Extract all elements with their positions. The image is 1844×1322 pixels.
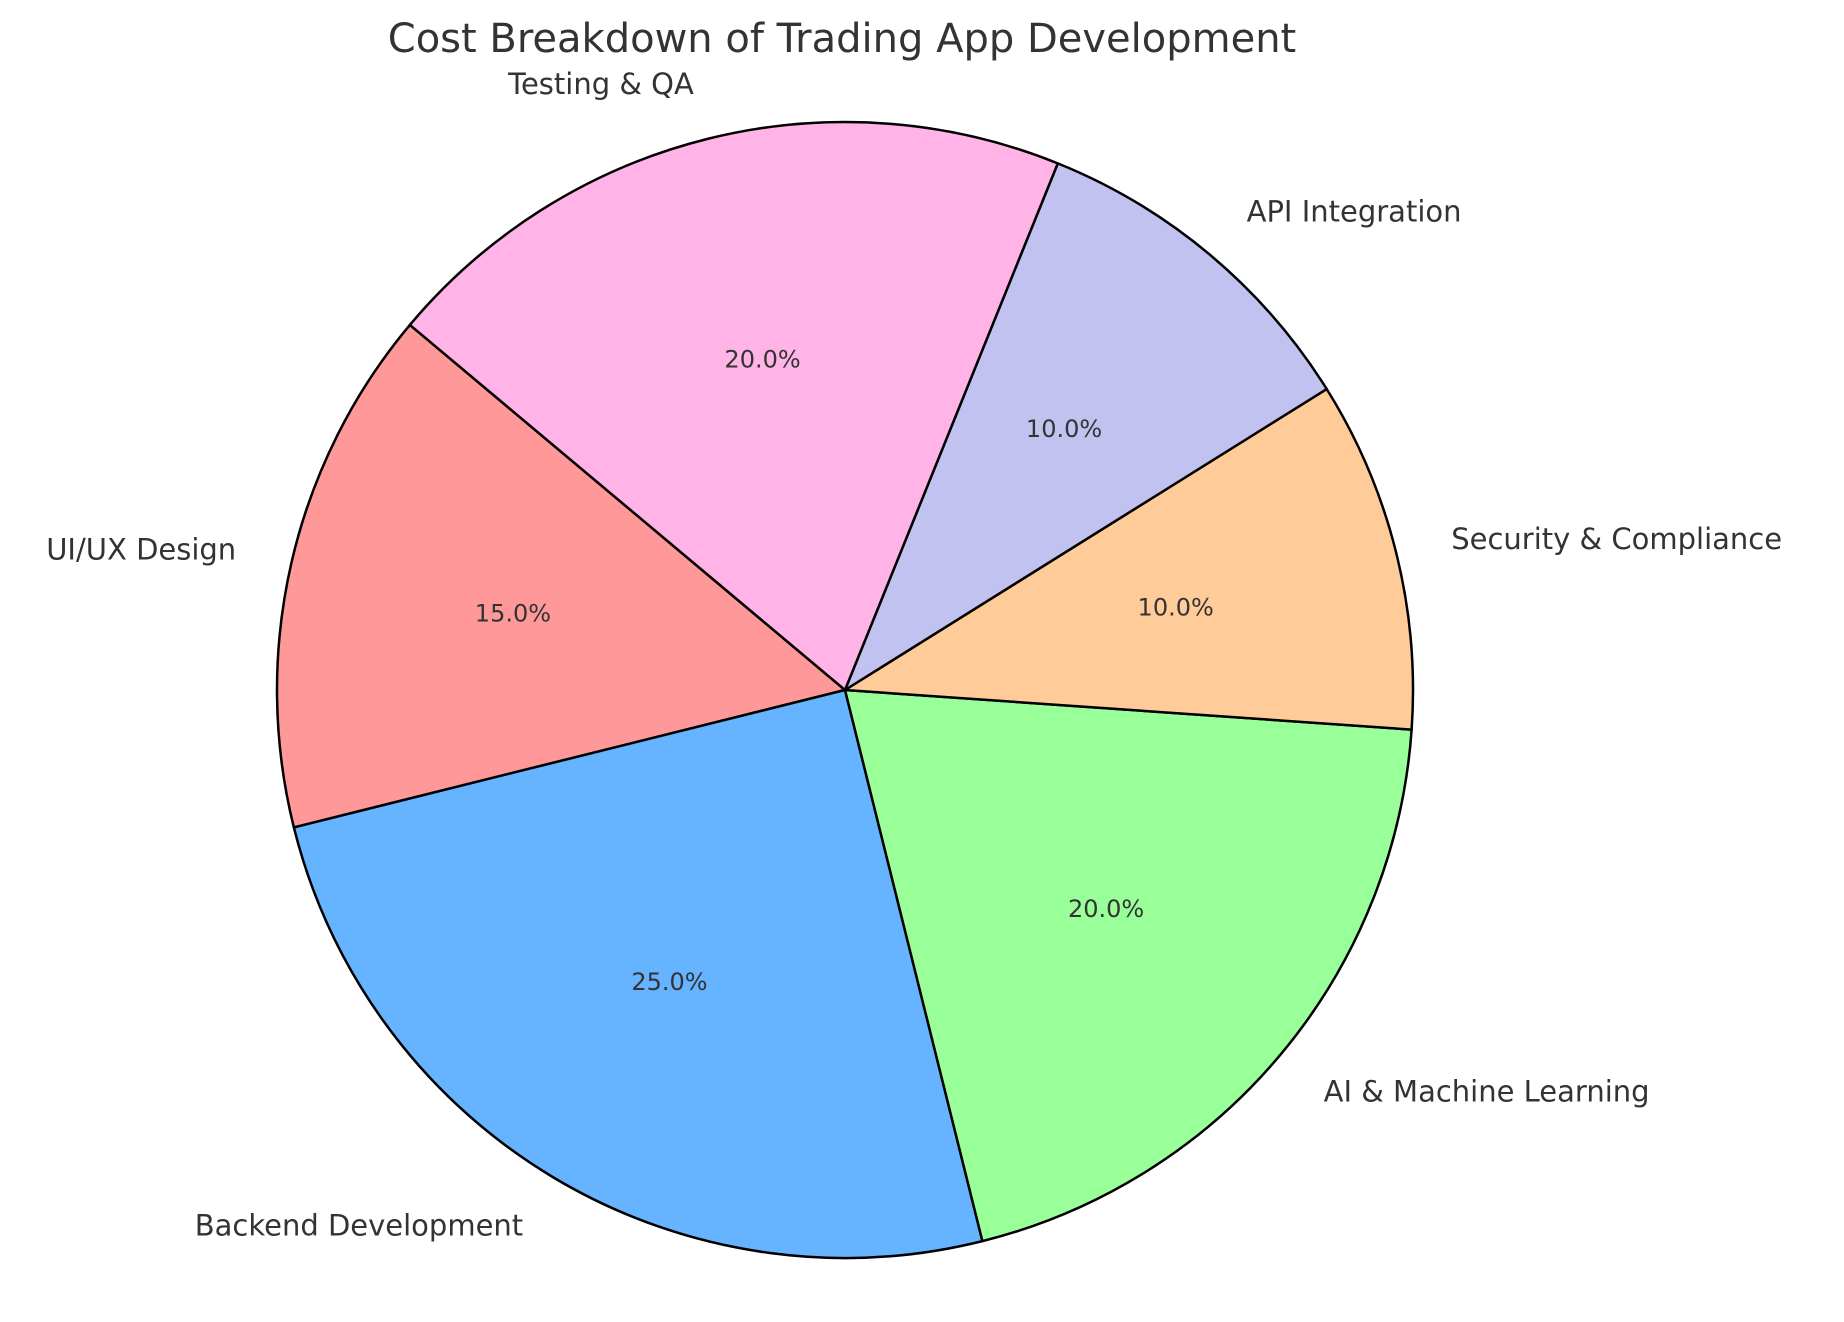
slice-ui-ux-design — [275, 323, 847, 829]
percent-label-backend-development: 25.0% — [631, 968, 707, 996]
category-label-ai-and-machine-learning: AI & Machine Learning — [1324, 1075, 1650, 1109]
slice-backend-development — [292, 688, 984, 1260]
chart-title: Cost Breakdown of Trading App Developmen… — [388, 16, 1296, 62]
pie-slices — [275, 120, 1415, 1260]
percent-label-testing-and-qa: 20.0% — [724, 345, 800, 373]
category-label-backend-development: Backend Development — [195, 1209, 523, 1243]
slice-security-and-compliance — [843, 387, 1415, 731]
category-label-ui-ux-design: UI/UX Design — [46, 532, 236, 566]
slice-ai-and-machine-learning — [843, 688, 1413, 1243]
category-label-testing-and-qa: Testing & QA — [507, 67, 694, 101]
percent-labels: 15.0% 25.0% 20.0% 10.0% 10.0% 20.0% — [475, 345, 1214, 996]
category-label-api-integration: API Integration — [1247, 194, 1462, 228]
percent-label-ai-and-machine-learning: 20.0% — [1068, 895, 1144, 923]
percent-label-api-integration: 10.0% — [1026, 415, 1102, 443]
category-labels: UI/UX Design Backend Development AI & Mach… — [46, 67, 1782, 1243]
slice-testing-and-qa — [408, 120, 1060, 692]
percent-label-security-and-compliance: 10.0% — [1138, 594, 1214, 622]
percent-label-ui-ux-design: 15.0% — [475, 599, 551, 627]
category-label-security-and-compliance: Security & Compliance — [1451, 522, 1782, 556]
slice-api-integration — [843, 162, 1328, 692]
